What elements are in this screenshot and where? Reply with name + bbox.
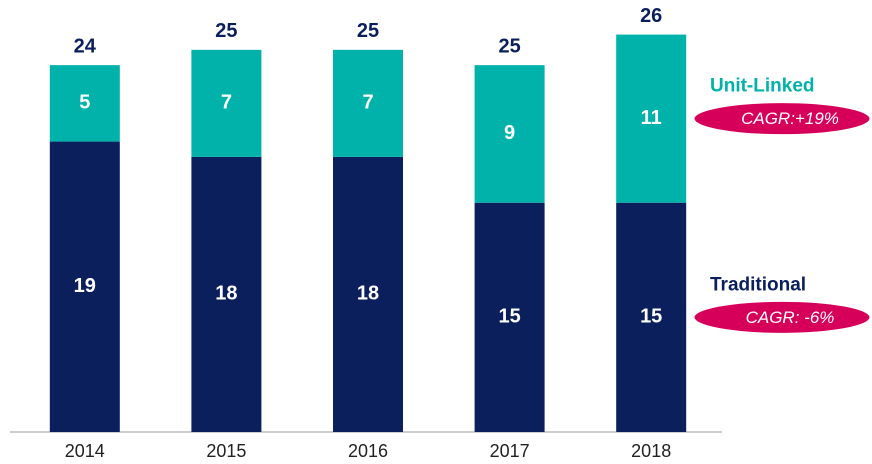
bar-segment [49, 65, 120, 142]
x-tick-label: 2015 [206, 441, 246, 461]
x-tick-label: 2014 [65, 441, 105, 461]
bar-segment [474, 202, 545, 432]
legend-label: Unit-Linked [710, 76, 815, 97]
x-tick-label: 2016 [348, 441, 388, 461]
bar-segment [333, 156, 403, 432]
total-label: 25 [498, 35, 520, 57]
segment-label: 7 [362, 92, 373, 114]
bar-segment [616, 202, 687, 432]
segment-label: 15 [498, 306, 520, 328]
bar-segment [49, 141, 120, 433]
annotation-pill [693, 300, 871, 334]
total-label: 24 [74, 35, 97, 57]
bar-segment [333, 49, 403, 157]
total-label: 25 [215, 20, 237, 42]
segment-label: 18 [215, 283, 237, 305]
segment-label: 18 [357, 283, 379, 305]
segment-label: 15 [640, 306, 662, 328]
x-tick-label: 2018 [631, 441, 671, 461]
segment-label: 9 [504, 122, 515, 144]
total-label: 26 [640, 5, 662, 27]
bar-segment [474, 65, 545, 203]
segment-label: 19 [74, 275, 96, 297]
segment-label: 11 [641, 107, 662, 129]
bar-segment [616, 34, 687, 203]
annotation: CAGR:+19% [741, 109, 839, 128]
segment-label: 5 [79, 92, 90, 114]
annotation-pill [693, 102, 871, 136]
annotation: CAGR: -6% [746, 308, 835, 327]
bar-segment [191, 49, 262, 157]
bar-segment [191, 156, 262, 432]
total-label: 25 [357, 20, 379, 42]
x-tick-label: 2017 [490, 441, 530, 461]
segment-label: 7 [221, 92, 232, 114]
legend-label: Traditional [710, 274, 806, 295]
